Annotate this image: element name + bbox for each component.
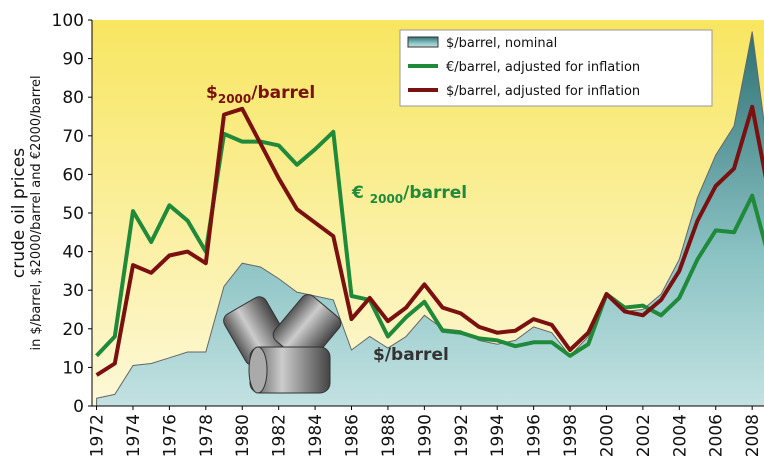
y-tick-label: 20 <box>62 320 84 340</box>
y-tick-label: 90 <box>62 50 84 70</box>
legend-label: $/barrel, adjusted for inflation <box>446 84 640 99</box>
y-axis-label: crude oil prices <box>9 148 29 278</box>
x-tick-label: 1990 <box>415 414 435 457</box>
x-tick-label: 1976 <box>160 414 180 457</box>
x-tick-label: 1980 <box>233 414 253 457</box>
x-tick-label: 1998 <box>561 414 581 457</box>
x-tick-label: 2000 <box>597 414 617 457</box>
y-tick-label: 10 <box>62 358 84 378</box>
y-tick-label: 80 <box>62 88 84 108</box>
x-tick-label: 1974 <box>124 414 144 457</box>
annotation: € 2000/barrel <box>351 183 467 206</box>
annotation: $/barrel <box>373 345 449 365</box>
annotation-part: /barrel <box>403 183 467 203</box>
legend: $/barrel, nominal €/barrel, adjusted for … <box>400 30 712 106</box>
annotation-part: $ <box>206 83 218 103</box>
x-tick-label: 1978 <box>197 414 217 457</box>
x-tick-label: 2004 <box>670 414 690 457</box>
annotation-part: 2000 <box>370 192 403 206</box>
y-tick-label: 70 <box>62 127 84 147</box>
y-tick-label: 60 <box>62 165 84 185</box>
x-tick-label: 1972 <box>88 414 108 457</box>
legend-label: €/barrel, adjusted for inflation <box>446 60 640 75</box>
x-tick-label: 2006 <box>707 414 727 457</box>
y-tick-label: 0 <box>73 397 84 417</box>
annotation-part: € <box>351 183 370 203</box>
legend-label: $/barrel, nominal <box>446 36 557 51</box>
annotation-part: $/barrel <box>373 345 449 365</box>
chart: crude oil prices in $/barrel, $2000/barr… <box>0 0 764 468</box>
x-tick-label: 1984 <box>306 414 326 457</box>
x-tick-label: 1982 <box>270 414 290 457</box>
x-tick-label: 1988 <box>379 414 399 457</box>
x-tick-label: 1986 <box>343 414 363 457</box>
y-axis-label: in $/barrel, $2000/barrel and €2000/barr… <box>29 75 44 350</box>
x-tick-label: 1992 <box>452 414 472 457</box>
annotation-part: 2000 <box>218 92 251 106</box>
x-tick-label: 1994 <box>488 414 508 457</box>
x-tick-label: 1996 <box>525 414 545 457</box>
y-tick-label: 100 <box>52 11 84 31</box>
y-tick-label: 30 <box>62 281 84 301</box>
x-tick-label: 2008 <box>743 414 763 457</box>
y-tick-label: 50 <box>62 204 84 224</box>
y-tick-label: 40 <box>62 243 84 263</box>
legend-swatch <box>408 37 438 47</box>
x-tick-label: 2002 <box>634 414 654 457</box>
annotation-part: /barrel <box>251 83 315 103</box>
